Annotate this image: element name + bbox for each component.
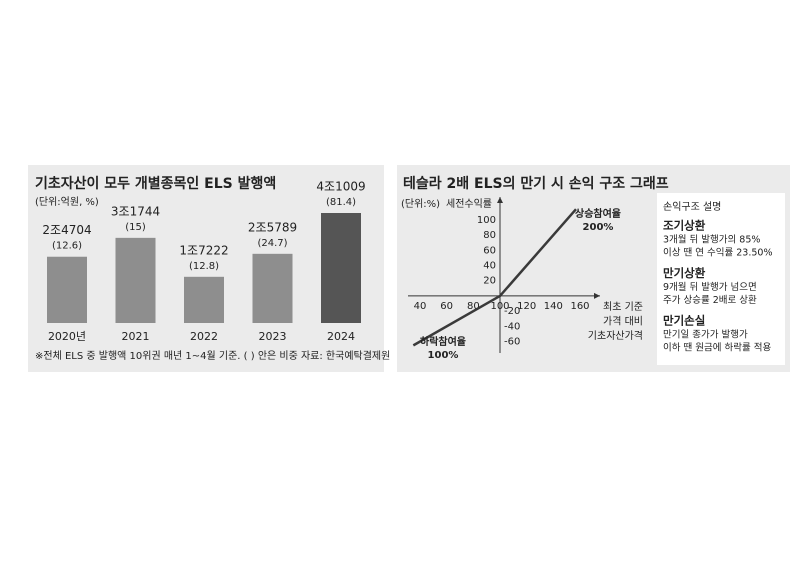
value-label: 2조4704	[42, 223, 91, 237]
panel-item-text: 이하 땐 원금에 하락률 적용	[663, 342, 771, 354]
y-axis-label: 세전수익률	[446, 198, 492, 210]
annotation: 100%	[428, 350, 459, 361]
value-label: 3조1744	[111, 204, 160, 218]
bar	[184, 276, 224, 323]
footnote: ※전체 ELS 중 발행액 10위권 매년 1~4월 기준. ( ) 안은 비중…	[35, 349, 390, 362]
panel-item-text: 3개월 뒤 발행가의 85%	[663, 234, 760, 246]
chart-subtitle: (단위:억원, %)	[35, 195, 99, 208]
bar	[321, 213, 361, 323]
x-tick-label: 140	[544, 301, 563, 312]
x-tick-label: 120	[517, 301, 536, 312]
x-tick-label: 2024	[327, 330, 355, 343]
share-label: (12.6)	[52, 241, 82, 252]
panel-title: 손익구조 설명	[663, 201, 721, 213]
panel-item-text: 주가 상승률 2배로 상환	[663, 294, 757, 306]
share-label: (12.8)	[189, 261, 219, 272]
panel-item-text: 이상 땐 연 수익률 23.50%	[663, 247, 772, 259]
share-label: (15)	[125, 222, 146, 233]
y-tick-label: 80	[483, 230, 496, 241]
x-tick-label: 160	[570, 301, 589, 312]
chart-title: 기초자산이 모두 개별종목인 ELS 발행액	[35, 175, 276, 192]
payoff-line	[412, 208, 577, 347]
bar	[47, 256, 87, 323]
x-tick-label: 60	[440, 301, 453, 312]
share-label: (24.7)	[257, 238, 287, 249]
x-tick-label: 100	[490, 301, 509, 312]
x-tick-label: 2021	[122, 330, 150, 343]
y-tick-label: -20	[504, 306, 520, 317]
y-tick-label: 40	[483, 260, 496, 271]
y-tick-label: -60	[504, 337, 520, 348]
bar	[252, 253, 293, 323]
x-tick-label: 2022	[190, 330, 218, 343]
panel-item-text: 만기일 종가가 발행가	[663, 329, 748, 341]
annotation: 200%	[583, 222, 614, 233]
bar	[115, 237, 156, 323]
panel-item-text: 9개월 뒤 발행가 넘으면	[663, 281, 757, 293]
y-tick-label: 20	[483, 276, 496, 287]
value-label: 1조7222	[179, 243, 228, 257]
x-tick-label: 40	[414, 301, 427, 312]
annotation: 하락참여율	[420, 335, 466, 348]
panel-item-title: 조기상환	[663, 219, 706, 233]
y-tick-label: -40	[504, 321, 520, 332]
x-axis-label: 기초자산가격	[588, 329, 643, 342]
x-tick-label: 80	[467, 301, 480, 312]
x-tick-label: 2020년	[48, 330, 86, 343]
y-tick-label: 60	[483, 245, 496, 256]
panel-item-title: 만기상환	[663, 266, 706, 280]
annotation: 상승참여율	[575, 207, 621, 220]
x-axis-label: 가격 대비	[603, 315, 643, 328]
x-tick-label: 2023	[259, 330, 287, 343]
chart-title: 테슬라 2배 ELS의 만기 시 손익 구조 그래프	[403, 175, 669, 192]
panel-item-title: 만기손실	[663, 314, 705, 328]
value-label: 2조5789	[248, 220, 297, 234]
value-label: 4조1009	[316, 180, 365, 194]
share-label: (81.4)	[326, 197, 356, 208]
legend-box	[657, 193, 785, 365]
x-axis-label: 최초 기준	[603, 301, 643, 313]
y-tick-label: 100	[477, 215, 496, 226]
unit-label: (단위:%)	[401, 197, 440, 210]
